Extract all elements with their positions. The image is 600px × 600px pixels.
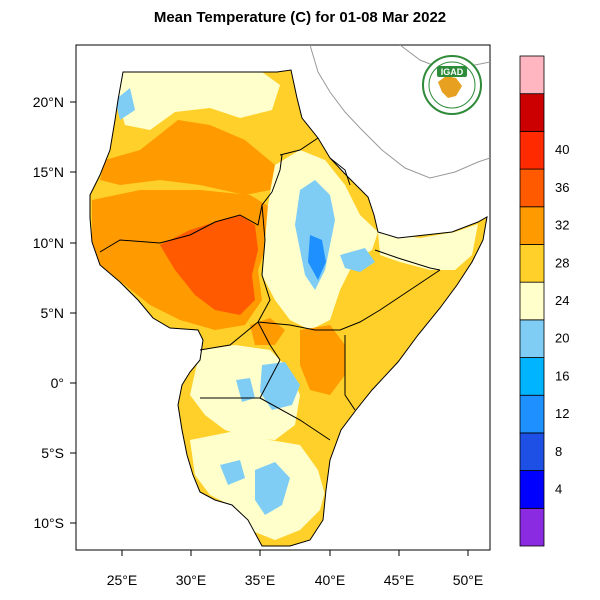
lat-axis: 20°N 15°N 10°N 5°N 0° 5°S 10°S: [33, 94, 76, 531]
igad-logo-text: IGAD: [441, 67, 464, 77]
colorbar-label: 12: [555, 406, 569, 421]
colorbar-swatch: [519, 206, 545, 245]
lon-axis: 25°E 30°E 35°E 40°E 45°E 50°E: [107, 550, 484, 588]
colorbar-swatch: [519, 168, 545, 208]
colorbar-label: 20: [555, 331, 569, 346]
colorbar-label: 28: [555, 255, 569, 270]
lon-tick-label: 45°E: [384, 572, 415, 588]
colorbar-label: 32: [555, 218, 569, 233]
colorbar-label: 36: [555, 180, 569, 195]
colorbar-label: 40: [555, 142, 569, 157]
colorbar-swatch: [519, 432, 545, 472]
lat-tick-label: 10°N: [33, 235, 64, 251]
colorbar-swatch: [519, 130, 545, 170]
colorbar-swatch: [519, 507, 545, 547]
lon-tick-label: 30°E: [176, 572, 207, 588]
colorbar-swatch: [519, 319, 545, 358]
lat-tick-label: 5°S: [41, 445, 64, 461]
colorbar: 4 8 12 16 20 24 28 32 36 40: [519, 55, 569, 547]
country-borders: [89, 69, 488, 547]
colorbar-label: 24: [555, 293, 569, 308]
colorbar-swatch: [519, 93, 545, 132]
colorbar-swatch: [519, 357, 545, 396]
lat-tick-label: 15°N: [33, 164, 64, 180]
map-title: Mean Temperature (C) for 01-08 Mar 2022: [153, 9, 447, 26]
lat-tick-label: 10°S: [33, 515, 64, 531]
lat-tick-label: 5°N: [41, 305, 65, 321]
colorbar-swatch: [519, 281, 545, 321]
colorbar-swatch: [519, 394, 545, 434]
colorbar-swatch: [519, 244, 545, 283]
lon-tick-label: 25°E: [107, 572, 138, 588]
colorbar-swatch: [519, 470, 545, 509]
colorbar-label: 4: [555, 481, 562, 496]
colorbar-label: 16: [555, 368, 569, 383]
igad-logo: IGAD: [422, 55, 482, 115]
lat-tick-label: 20°N: [33, 94, 64, 110]
lat-tick-label: 0°: [51, 375, 64, 391]
lon-tick-label: 50°E: [453, 572, 484, 588]
lon-tick-label: 40°E: [315, 572, 346, 588]
colorbar-label: 8: [555, 444, 562, 459]
lon-tick-label: 35°E: [245, 572, 276, 588]
colorbar-swatch: [519, 55, 545, 95]
